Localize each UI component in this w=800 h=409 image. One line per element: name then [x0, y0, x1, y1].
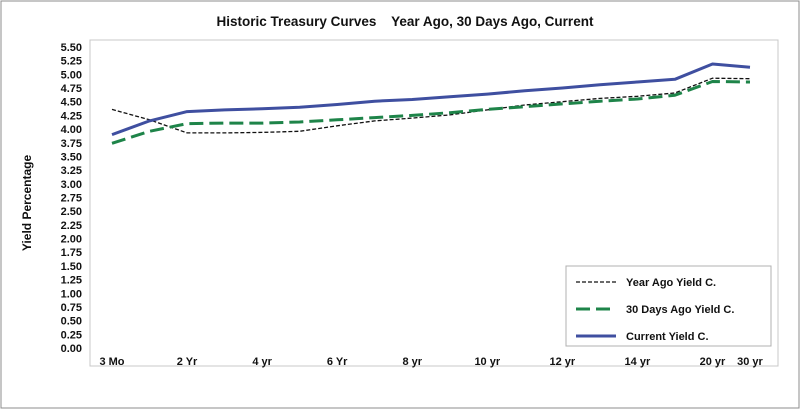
y-tick-label: 2.50 [61, 206, 82, 218]
legend: Year Ago Yield C. 30 Days Ago Yield C. Cur… [565, 265, 772, 347]
legend-label-2: 30 Days Ago Yield C. [626, 304, 734, 316]
y-tick-label: 3.25 [61, 165, 82, 177]
y-tick-label: 4.25 [61, 110, 82, 122]
y-tick-label: 5.00 [61, 69, 82, 81]
x-tick-label: 14 yr [625, 356, 651, 368]
x-tick-label: 12 yr [550, 356, 576, 368]
x-tick-label: 2 Yr [177, 356, 198, 368]
y-tick-label: 4.50 [61, 97, 82, 109]
y-tick-label: 5.50 [61, 42, 82, 54]
legend-label-3: Current Yield C. [626, 331, 709, 343]
y-tick-label: 0.75 [61, 302, 82, 314]
x-tick-label: 3 Mo [99, 356, 124, 368]
y-tick-label: 2.00 [61, 234, 82, 246]
y-tick-label: 1.50 [61, 261, 82, 273]
y-tick-label: 3.50 [61, 151, 82, 163]
y-axis-label: Yield Percentage [20, 155, 34, 252]
legend-box [565, 265, 772, 347]
x-tick-label: 20 yr [700, 356, 726, 368]
y-tick-label: 4.00 [61, 124, 82, 136]
x-tick-label: 6 Yr [327, 356, 348, 368]
legend-label-1: Year Ago Yield C. [626, 277, 716, 289]
x-tick-label: 30 yr [737, 356, 763, 368]
series-line-1 [111, 77, 751, 134]
y-tick-label: 0.25 [61, 329, 82, 341]
y-tick-label: 2.75 [61, 193, 82, 205]
y-tick-label: 0.50 [61, 316, 82, 328]
series-line-3 [111, 62, 751, 137]
y-axis-ticks: 0.00 0.250.50 0.75 1.001.25 1.50 1.752.00 2.25… [61, 42, 82, 355]
y-tick-label: 1.00 [61, 288, 82, 300]
y-tick-label: 0.00 [61, 343, 82, 355]
y-tick-label: 2.25 [61, 220, 82, 232]
y-tick-label: 4.75 [61, 83, 82, 95]
series-lines [111, 62, 751, 145]
y-tick-label: 1.75 [61, 247, 82, 259]
x-axis-ticks: 3 Mo 2 Yr 4 yr 6 Yr 8 yr 10 yr 12 yr 14 yr 20 yr… [99, 356, 763, 368]
y-tick-label: 5.25 [61, 56, 82, 68]
y-tick-label: 3.00 [61, 179, 82, 191]
x-tick-label: 4 yr [252, 356, 272, 368]
y-tick-label: 3.75 [61, 138, 82, 150]
chart-title: Historic Treasury Curves Year Ago, 30 Da… [217, 14, 594, 29]
y-tick-label: 1.25 [61, 275, 82, 287]
x-tick-label: 8 yr [402, 356, 422, 368]
plot-area [89, 39, 779, 367]
series-line-2 [111, 80, 751, 145]
x-tick-label: 10 yr [474, 356, 500, 368]
